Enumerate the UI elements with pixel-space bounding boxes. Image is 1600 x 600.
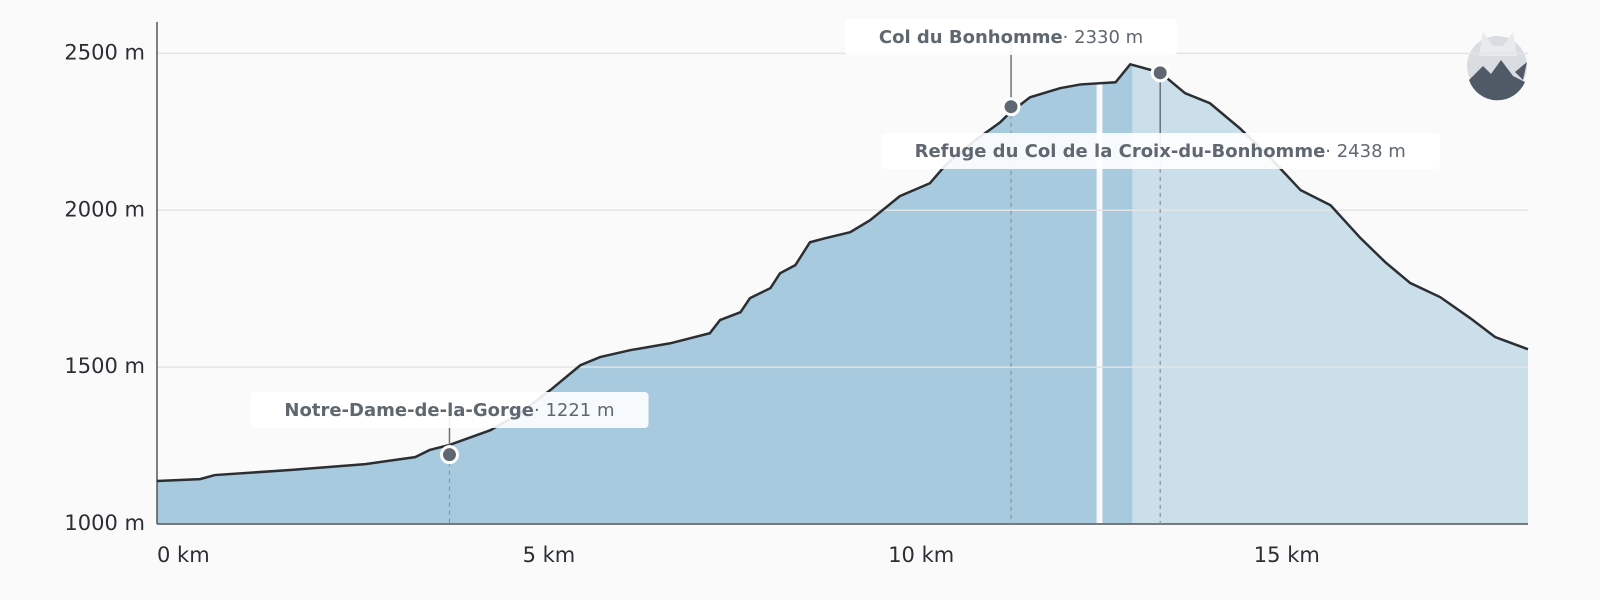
annotation-name: Col du Bonhomme: [879, 27, 1063, 48]
annotation-point: [1150, 63, 1170, 83]
y-tick-label: 2500 m: [64, 40, 145, 64]
annotation-elevation: · 2330 m: [1063, 27, 1144, 48]
logo: [1467, 32, 1527, 101]
y-tick-label: 1000 m: [64, 511, 145, 535]
annotation-box: [880, 133, 1440, 169]
x-tick-label: 15 km: [1254, 543, 1320, 567]
profile-line: [156, 62, 1529, 483]
x-tick-label: 10 km: [888, 543, 954, 567]
y-tick-label: 1500 m: [64, 354, 145, 378]
annotation-elevation: · 2438 m: [1325, 141, 1406, 162]
annotation-point: [1001, 97, 1021, 117]
x-tick-label: 5 km: [523, 543, 576, 567]
x-tick-label: 0 km: [157, 543, 210, 567]
annotation-text: Refuge du Col de la Croix-du-Bonhomme· 2…: [915, 141, 1406, 162]
y-tick-label: 2000 m: [64, 197, 145, 221]
annotation-label: Col du Bonhomme· 2330 m: [844, 19, 1178, 55]
annotation-text: Notre-Dame-de-la-Gorge· 1221 m: [284, 400, 614, 421]
profile-area: [1132, 64, 1528, 524]
annotation-elevation: · 1221 m: [534, 400, 615, 421]
profile-area: [1102, 64, 1133, 524]
annotation-text: Col du Bonhomme· 2330 m: [879, 27, 1143, 48]
annotation-box: [250, 392, 649, 428]
annotation-box: [844, 19, 1178, 55]
profile-area: [157, 83, 1097, 524]
annotation-name: Refuge du Col de la Croix-du-Bonhomme: [915, 141, 1326, 162]
annotation-name: Notre-Dame-de-la-Gorge: [284, 400, 534, 421]
annotation-label: Refuge du Col de la Croix-du-Bonhomme· 2…: [880, 133, 1440, 169]
annotation-point: [439, 445, 459, 465]
annotation-label: Notre-Dame-de-la-Gorge· 1221 m: [250, 392, 649, 428]
